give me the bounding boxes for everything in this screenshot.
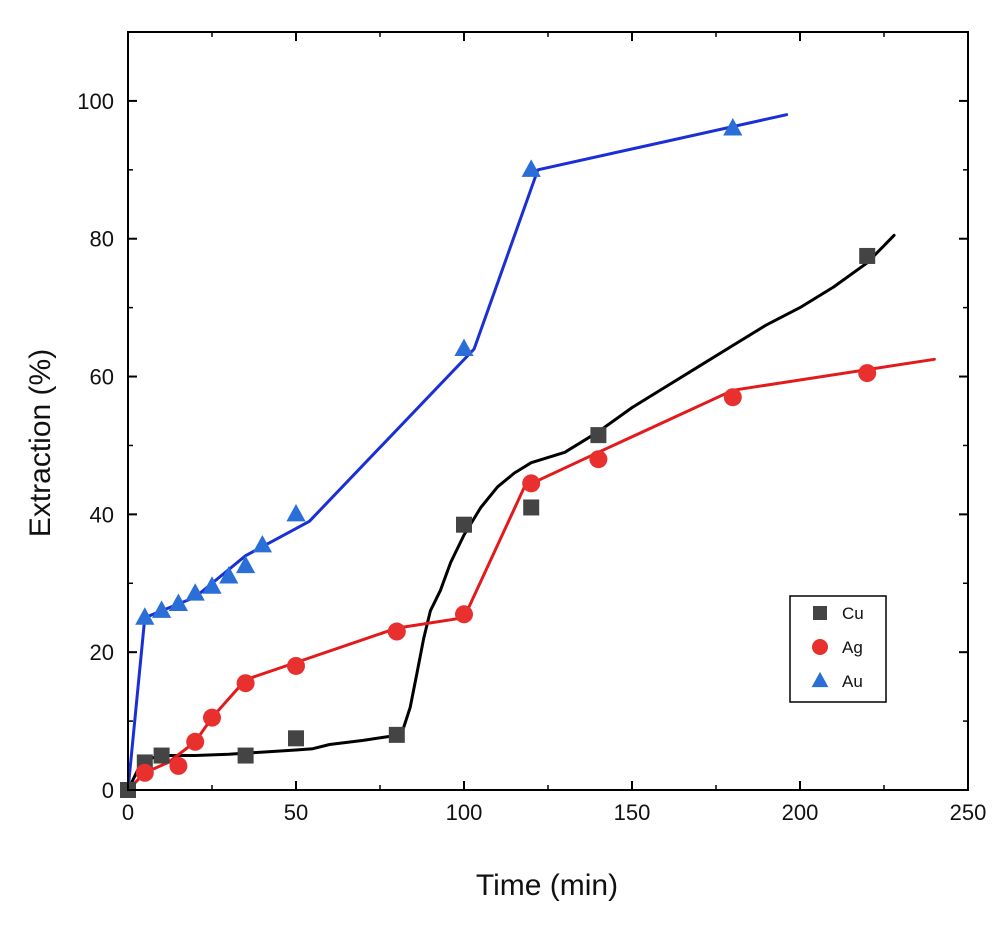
data-point-cu bbox=[153, 747, 170, 764]
x-tick-label: 150 bbox=[614, 800, 651, 825]
legend-box bbox=[789, 595, 887, 703]
data-point-ag bbox=[186, 732, 205, 751]
data-point-ag bbox=[135, 763, 154, 782]
data-point-ag bbox=[169, 756, 188, 775]
data-point-au bbox=[168, 593, 188, 612]
data-point-au bbox=[185, 583, 205, 601]
y-tick-label: 60 bbox=[90, 365, 114, 390]
data-point-au bbox=[454, 338, 474, 357]
data-point-ag bbox=[287, 656, 305, 675]
axis-labels: Time (min) Extraction (%) bbox=[24, 349, 618, 902]
legend-marker-cu bbox=[813, 606, 827, 620]
x-tick-label: 200 bbox=[782, 800, 819, 825]
data-point-ag bbox=[203, 708, 221, 727]
data-point-au bbox=[135, 607, 155, 625]
data-point-au bbox=[152, 600, 172, 618]
data-point-ag bbox=[723, 388, 742, 407]
legend-marker-au bbox=[811, 671, 829, 688]
data-point-cu bbox=[456, 516, 472, 533]
data-point-ag bbox=[522, 474, 541, 493]
y-tick-label: 80 bbox=[90, 227, 114, 252]
x-tick-label: 250 bbox=[950, 800, 987, 825]
legend: Cu Ag Au bbox=[789, 595, 887, 703]
data-point-au bbox=[236, 555, 256, 574]
data-point-cu bbox=[237, 747, 254, 764]
legend-label-cu: Cu bbox=[842, 604, 864, 623]
data-point-ag bbox=[455, 605, 473, 624]
fit-line-au bbox=[126, 113, 789, 792]
data-point-ag bbox=[387, 622, 406, 641]
axes: 0 50 100 150 200 250 0 20 40 60 80 100 bbox=[77, 31, 987, 825]
data-point-ag bbox=[858, 364, 877, 383]
y-tick-label: 40 bbox=[90, 502, 114, 527]
data-point-au bbox=[286, 503, 306, 522]
data-point-cu bbox=[523, 499, 540, 516]
legend-label-ag: Ag bbox=[842, 638, 863, 657]
x-tick-label: 0 bbox=[122, 800, 134, 825]
data-point-au bbox=[252, 534, 272, 553]
data-point-cu bbox=[590, 427, 607, 444]
y-tick-label: 100 bbox=[77, 89, 114, 114]
data-point-au bbox=[521, 159, 541, 177]
data-point-au bbox=[723, 118, 743, 136]
data-point-cu bbox=[859, 247, 876, 264]
data-point-au bbox=[202, 576, 222, 594]
data-point-ag bbox=[236, 674, 255, 693]
legend-label-au: Au bbox=[842, 672, 863, 691]
legend-marker-ag bbox=[812, 639, 828, 655]
x-tick-label: 100 bbox=[446, 800, 483, 825]
data-point-au bbox=[219, 565, 239, 584]
x-axis-title: Time (min) bbox=[476, 869, 618, 902]
data-points bbox=[120, 118, 877, 798]
data-point-ag bbox=[589, 450, 608, 469]
data-point-cu bbox=[388, 726, 405, 743]
y-tick-label: 0 bbox=[102, 778, 114, 803]
x-tick-label: 50 bbox=[284, 800, 308, 825]
data-point-cu bbox=[288, 730, 304, 747]
y-axis-title: Extraction (%) bbox=[24, 349, 57, 537]
y-tick-label: 20 bbox=[90, 640, 114, 665]
